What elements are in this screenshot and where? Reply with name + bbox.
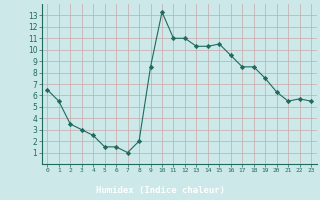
Text: Humidex (Indice chaleur): Humidex (Indice chaleur) — [95, 186, 225, 196]
